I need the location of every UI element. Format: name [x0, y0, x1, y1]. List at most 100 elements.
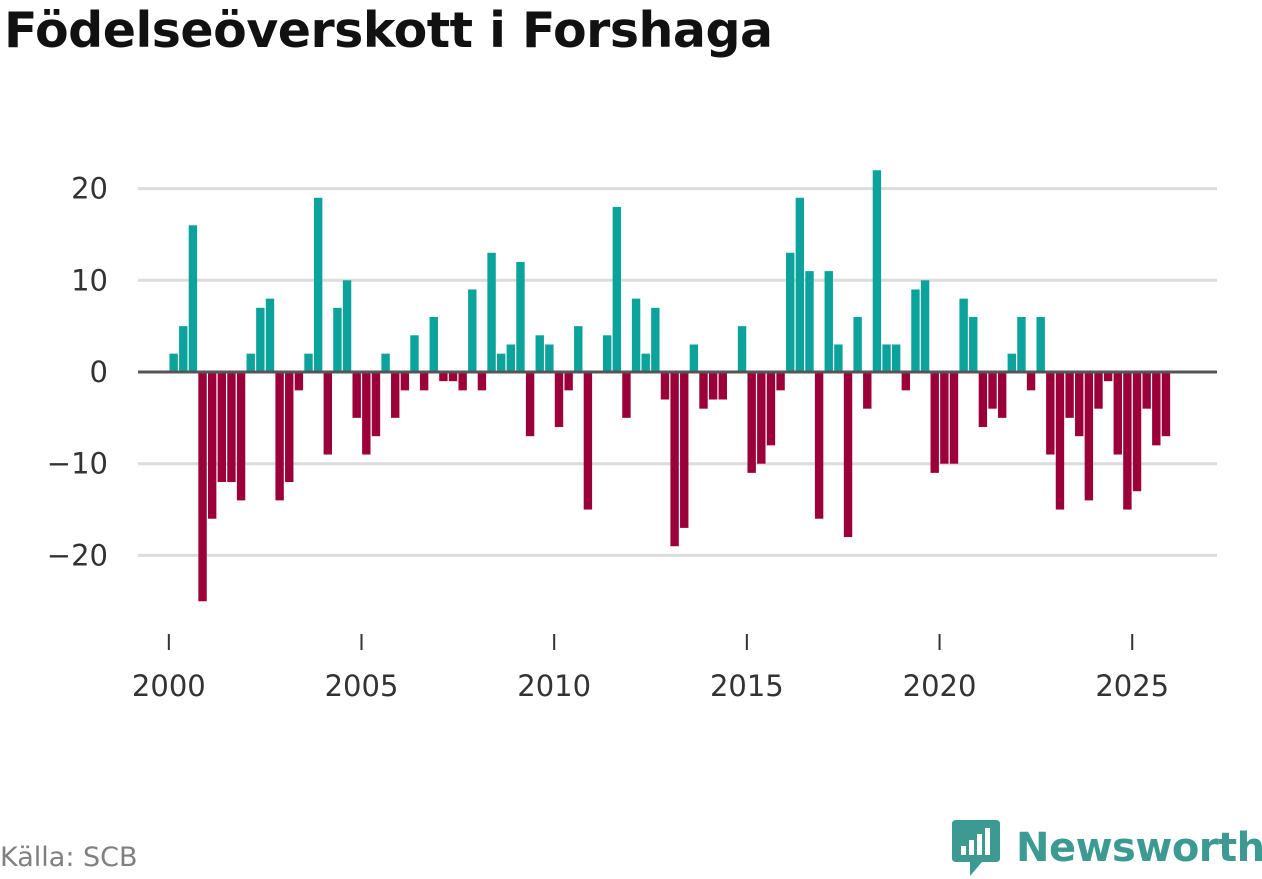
bar [1084, 372, 1094, 501]
bar [718, 372, 727, 400]
bar [525, 372, 535, 437]
bar [776, 372, 785, 391]
bar [651, 307, 660, 372]
x-tick-label: 2005 [325, 669, 399, 703]
bar [391, 372, 400, 418]
bar [737, 326, 747, 372]
bar [901, 372, 911, 391]
bar [689, 344, 699, 372]
bar [882, 344, 891, 372]
bar [410, 335, 419, 372]
bar [1065, 372, 1074, 418]
bar [708, 372, 718, 400]
bar [872, 170, 882, 372]
bar [786, 252, 795, 372]
bar [978, 372, 988, 428]
bar [246, 353, 255, 372]
bar [304, 353, 313, 372]
bar [179, 326, 188, 372]
bars [169, 170, 1171, 602]
bar [342, 280, 352, 372]
bar [227, 372, 236, 483]
bar [641, 353, 650, 372]
x-tick-label: 2020 [903, 669, 977, 703]
bar [680, 372, 689, 528]
bar [834, 344, 843, 372]
bar [313, 197, 323, 372]
bar [1113, 372, 1122, 455]
bar [988, 372, 997, 409]
bar [564, 372, 573, 391]
bar [188, 225, 198, 372]
bar [920, 280, 930, 372]
bar [545, 344, 554, 372]
bar [371, 372, 381, 437]
bar [1123, 372, 1132, 510]
brand-logo[interactable]: Newsworthy [950, 818, 1262, 878]
x-tick-label: 2000 [132, 669, 206, 703]
bar [622, 372, 631, 418]
bar [285, 372, 294, 483]
bar [853, 316, 862, 372]
x-tick-label: 2025 [1095, 669, 1169, 703]
bar [1055, 372, 1065, 510]
bar [275, 372, 284, 501]
x-tick-label: 2015 [710, 669, 784, 703]
bar [1103, 372, 1113, 382]
bar [949, 372, 959, 464]
x-axis: 2000 2005 2010 2015 2020 2025 [132, 634, 1169, 703]
bar [612, 206, 622, 372]
bar [930, 372, 939, 473]
bar [497, 353, 506, 372]
bar [1152, 372, 1161, 446]
bar [660, 372, 670, 400]
bar [814, 372, 824, 519]
bar [940, 372, 949, 464]
bar [959, 298, 968, 372]
y-axis-labels: 20 10 0 −10 −20 [47, 172, 108, 573]
bar [997, 372, 1007, 418]
y-tick-label: 0 [90, 355, 108, 389]
bar [843, 372, 853, 538]
bar [1094, 372, 1103, 409]
bar [1075, 372, 1084, 437]
bar [795, 197, 805, 372]
bar [400, 372, 410, 391]
bar [362, 372, 371, 455]
bar [1132, 372, 1142, 492]
bar [352, 372, 361, 418]
bar [699, 372, 708, 409]
chart-title: Födelseöverskott i Forshaga [4, 2, 773, 59]
bar [265, 298, 275, 372]
bar [381, 353, 390, 372]
bar [969, 316, 978, 372]
bar [602, 335, 612, 372]
bar [631, 298, 641, 372]
bar [1036, 316, 1045, 372]
source-note: Källa: SCB [0, 842, 138, 873]
bar [574, 326, 583, 372]
bar [323, 372, 332, 455]
bar [1142, 372, 1151, 409]
brand-name: Newsworthy [1016, 825, 1262, 871]
bar [1161, 372, 1171, 437]
bar [439, 372, 448, 382]
y-tick-label: −10 [47, 447, 108, 481]
bar [256, 307, 265, 372]
bar [419, 372, 429, 391]
bar [333, 307, 342, 372]
bar [458, 372, 467, 391]
bar [757, 372, 766, 464]
bar [516, 261, 525, 372]
bar [670, 372, 679, 547]
newsworthy-logo-icon [952, 820, 1000, 876]
bar [747, 372, 756, 473]
bar [583, 372, 593, 510]
y-tick-label: 10 [71, 263, 108, 297]
bar [448, 372, 458, 382]
bar [1026, 372, 1036, 391]
y-tick-label: 20 [71, 172, 108, 206]
bar [207, 372, 217, 519]
bar [429, 316, 438, 372]
